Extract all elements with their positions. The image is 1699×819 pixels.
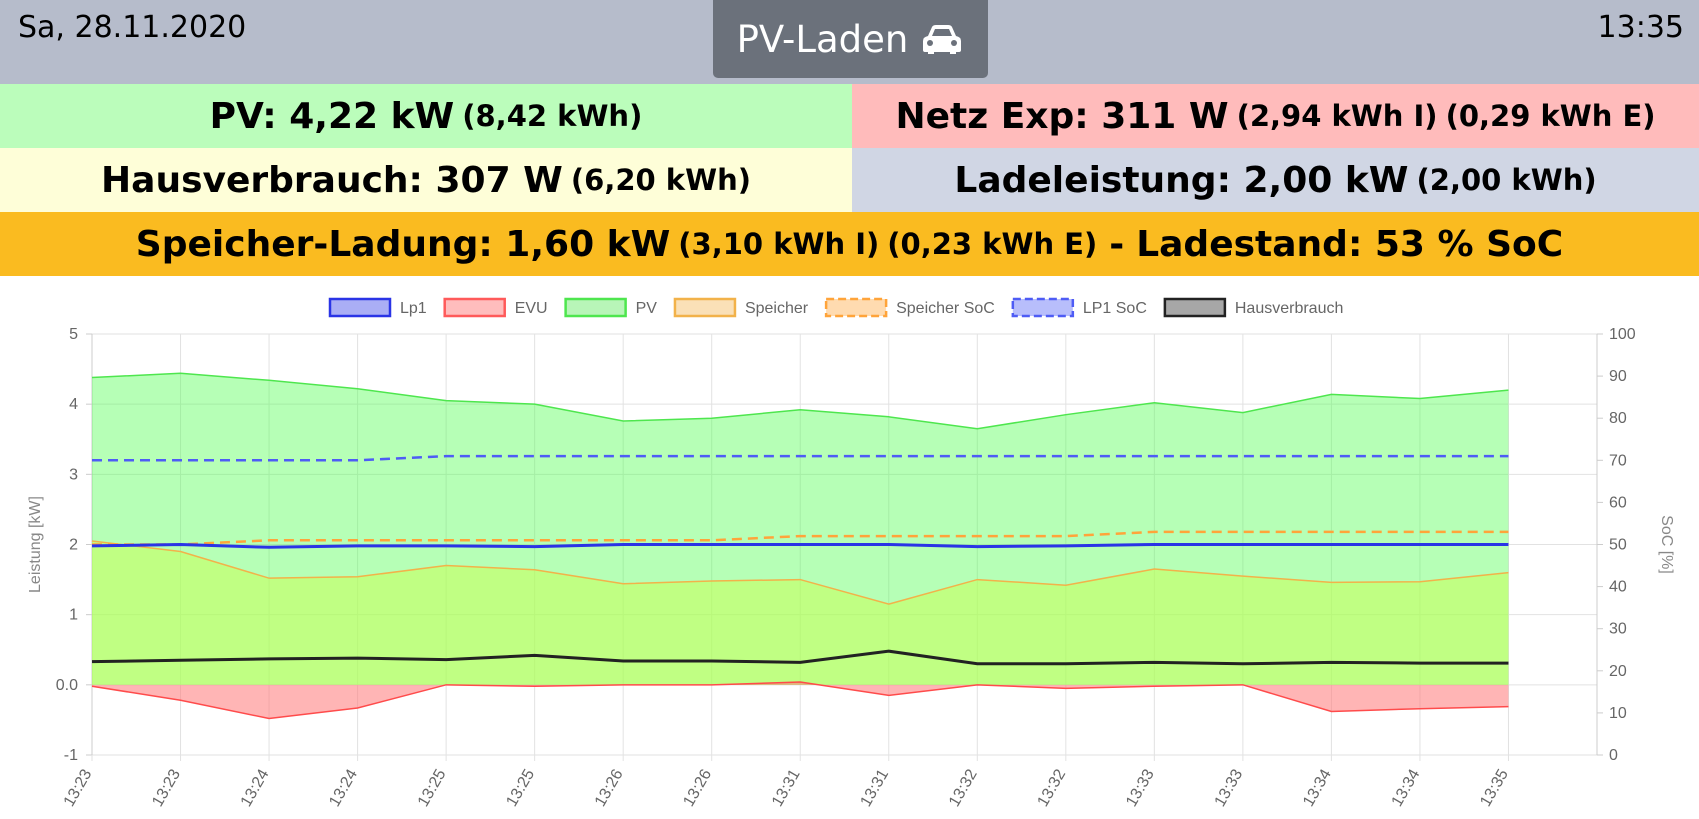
y2-tick-label: 30 xyxy=(1609,621,1627,638)
speicher-series-line xyxy=(91,540,1509,605)
battery-soc: Ladestand: 53 % SoC xyxy=(1136,223,1564,265)
legend-item: Hausverbrauch xyxy=(1163,297,1344,318)
x-tick-label: 13:24 xyxy=(238,766,273,809)
y2-tick-label: 100 xyxy=(1609,326,1636,343)
car-icon xyxy=(920,23,964,55)
clock: 13:35 xyxy=(1597,10,1684,45)
x-tick-label: 13:33 xyxy=(1212,766,1247,809)
top-bar: Sa, 28.11.2020 PV-Laden 13:35 xyxy=(0,0,1699,84)
y2-axis-label: SoC [%] xyxy=(1658,515,1675,574)
x-tick-label: 13:25 xyxy=(503,766,538,809)
x-tick-label: 13:26 xyxy=(592,766,627,809)
date-display: Sa, 28.11.2020 xyxy=(18,10,247,45)
y-tick-label: 2 xyxy=(69,537,78,554)
legend-item: Speicher xyxy=(673,297,809,318)
legend-swatch xyxy=(1011,297,1075,318)
y-tick-label: 3 xyxy=(69,466,78,483)
legend-swatch xyxy=(673,297,737,318)
power-chart[interactable]: 5 4 3 2 1 0.0 -1 100 90 80 70 60 50 40 30 20 10 0 13:23 13:… xyxy=(0,276,1699,815)
x-tick-label: 13:34 xyxy=(1300,766,1335,809)
pv-energy: (8,42 kWh) xyxy=(462,99,643,133)
battery-import-energy: (3,10 kWh I) xyxy=(678,227,880,261)
speicher-series-area xyxy=(92,540,1509,685)
x-tick-label: 13:32 xyxy=(1035,766,1070,809)
x-tick-label: 13:34 xyxy=(1389,766,1424,809)
x-tick-label: 13:35 xyxy=(1477,766,1512,809)
legend-item: Lp1 xyxy=(328,297,427,318)
y-tick-label: 1 xyxy=(69,607,78,624)
y2-tick-label: 50 xyxy=(1609,537,1627,554)
legend-label: Lp1 xyxy=(400,300,427,317)
legend-swatch xyxy=(824,297,888,318)
grid-import-energy: (2,94 kWh I) xyxy=(1236,99,1438,133)
battery-tile: Speicher-Ladung: 1,60 kW (3,10 kWh I) (0… xyxy=(0,212,1699,276)
y2-tick-label: 0 xyxy=(1609,747,1618,764)
charge-energy: (2,00 kWh) xyxy=(1416,163,1597,197)
pv-power: PV: 4,22 kW xyxy=(209,95,455,137)
legend-swatch xyxy=(443,297,506,318)
x-tick-label: 13:32 xyxy=(946,766,981,809)
legend-item: Speicher SoC xyxy=(824,297,995,318)
legend-item: EVU xyxy=(443,297,548,318)
legend-label: LP1 SoC xyxy=(1083,300,1147,317)
x-tick-label: 13:23 xyxy=(61,766,96,809)
legend-swatch xyxy=(328,297,392,318)
lp1-line xyxy=(91,542,1509,549)
speicher-soc-line xyxy=(92,530,1509,546)
y2-tick-label: 10 xyxy=(1609,705,1627,722)
grid-export-energy: (0,29 kWh E) xyxy=(1445,99,1656,133)
legend-label: Hausverbrauch xyxy=(1235,300,1344,317)
grid-tile: Netz Exp: 311 W (2,94 kWh I) (0,29 kWh E… xyxy=(852,84,1699,148)
y-tick-label: 0.0 xyxy=(56,677,78,694)
y2-tick-label: 80 xyxy=(1609,410,1627,427)
legend-label: Speicher xyxy=(745,300,809,317)
legend-label: Speicher SoC xyxy=(896,300,995,317)
evu-series-area xyxy=(92,682,1509,719)
legend-swatch xyxy=(564,297,627,318)
y-axis-label: Leistung [kW] xyxy=(27,496,44,593)
y-tick-label: 5 xyxy=(69,326,78,343)
legend-item: PV xyxy=(564,297,658,318)
battery-separator: - xyxy=(1109,223,1125,265)
y2-tick-label: 40 xyxy=(1609,579,1627,596)
charge-power: Ladeleistung: 2,00 kW xyxy=(954,159,1409,201)
charge-mode-label: PV-Laden xyxy=(736,17,909,61)
hausverbrauch-line xyxy=(91,649,1509,666)
battery-power: Speicher-Ladung: 1,60 kW xyxy=(135,223,671,265)
y2-tick-label: 60 xyxy=(1609,494,1627,511)
y-tick-label: -1 xyxy=(64,747,78,764)
y2-tick-label: 90 xyxy=(1609,368,1627,385)
y-tick-label: 4 xyxy=(69,396,78,413)
pv-series-line xyxy=(91,372,1509,430)
charge-mode-button[interactable]: PV-Laden xyxy=(713,0,988,78)
legend-swatch xyxy=(1163,297,1227,318)
x-tick-label: 13:31 xyxy=(857,766,892,809)
house-power: Hausverbrauch: 307 W xyxy=(101,159,563,201)
legend-label: PV xyxy=(636,300,658,317)
lp1-soc-line xyxy=(92,454,1509,462)
legend-item: LP1 SoC xyxy=(1011,297,1147,318)
evu-series-line xyxy=(91,681,1509,720)
y2-tick-label: 70 xyxy=(1609,452,1627,469)
x-tick-label: 13:23 xyxy=(149,766,184,809)
charge-power-tile: Ladeleistung: 2,00 kW (2,00 kWh) xyxy=(852,148,1699,212)
grid-power: Netz Exp: 311 W xyxy=(895,95,1229,137)
battery-export-energy: (0,23 kWh E) xyxy=(887,227,1098,261)
x-tick-label: 13:25 xyxy=(415,766,450,809)
house-energy: (6,20 kWh) xyxy=(570,163,751,197)
house-consumption-tile: Hausverbrauch: 307 W (6,20 kWh) xyxy=(0,148,852,212)
pv-tile: PV: 4,22 kW (8,42 kWh) xyxy=(0,84,852,148)
x-tick-label: 13:31 xyxy=(769,766,804,809)
x-tick-label: 13:24 xyxy=(326,766,361,809)
legend-label: EVU xyxy=(515,300,548,317)
x-tick-label: 13:33 xyxy=(1123,766,1158,809)
x-tick-label: 13:26 xyxy=(680,766,715,809)
y2-tick-label: 20 xyxy=(1609,663,1627,680)
